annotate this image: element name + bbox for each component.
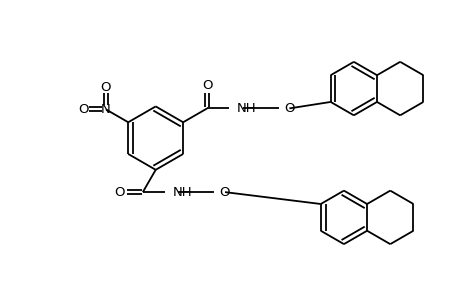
Text: N: N	[101, 103, 111, 116]
Text: NH: NH	[172, 186, 192, 199]
Text: O: O	[113, 186, 124, 199]
Text: O: O	[219, 186, 230, 199]
Text: O: O	[101, 81, 111, 94]
Text: NH: NH	[236, 102, 256, 115]
Text: O: O	[78, 103, 88, 116]
Text: O: O	[283, 102, 294, 115]
Text: O: O	[202, 79, 212, 92]
